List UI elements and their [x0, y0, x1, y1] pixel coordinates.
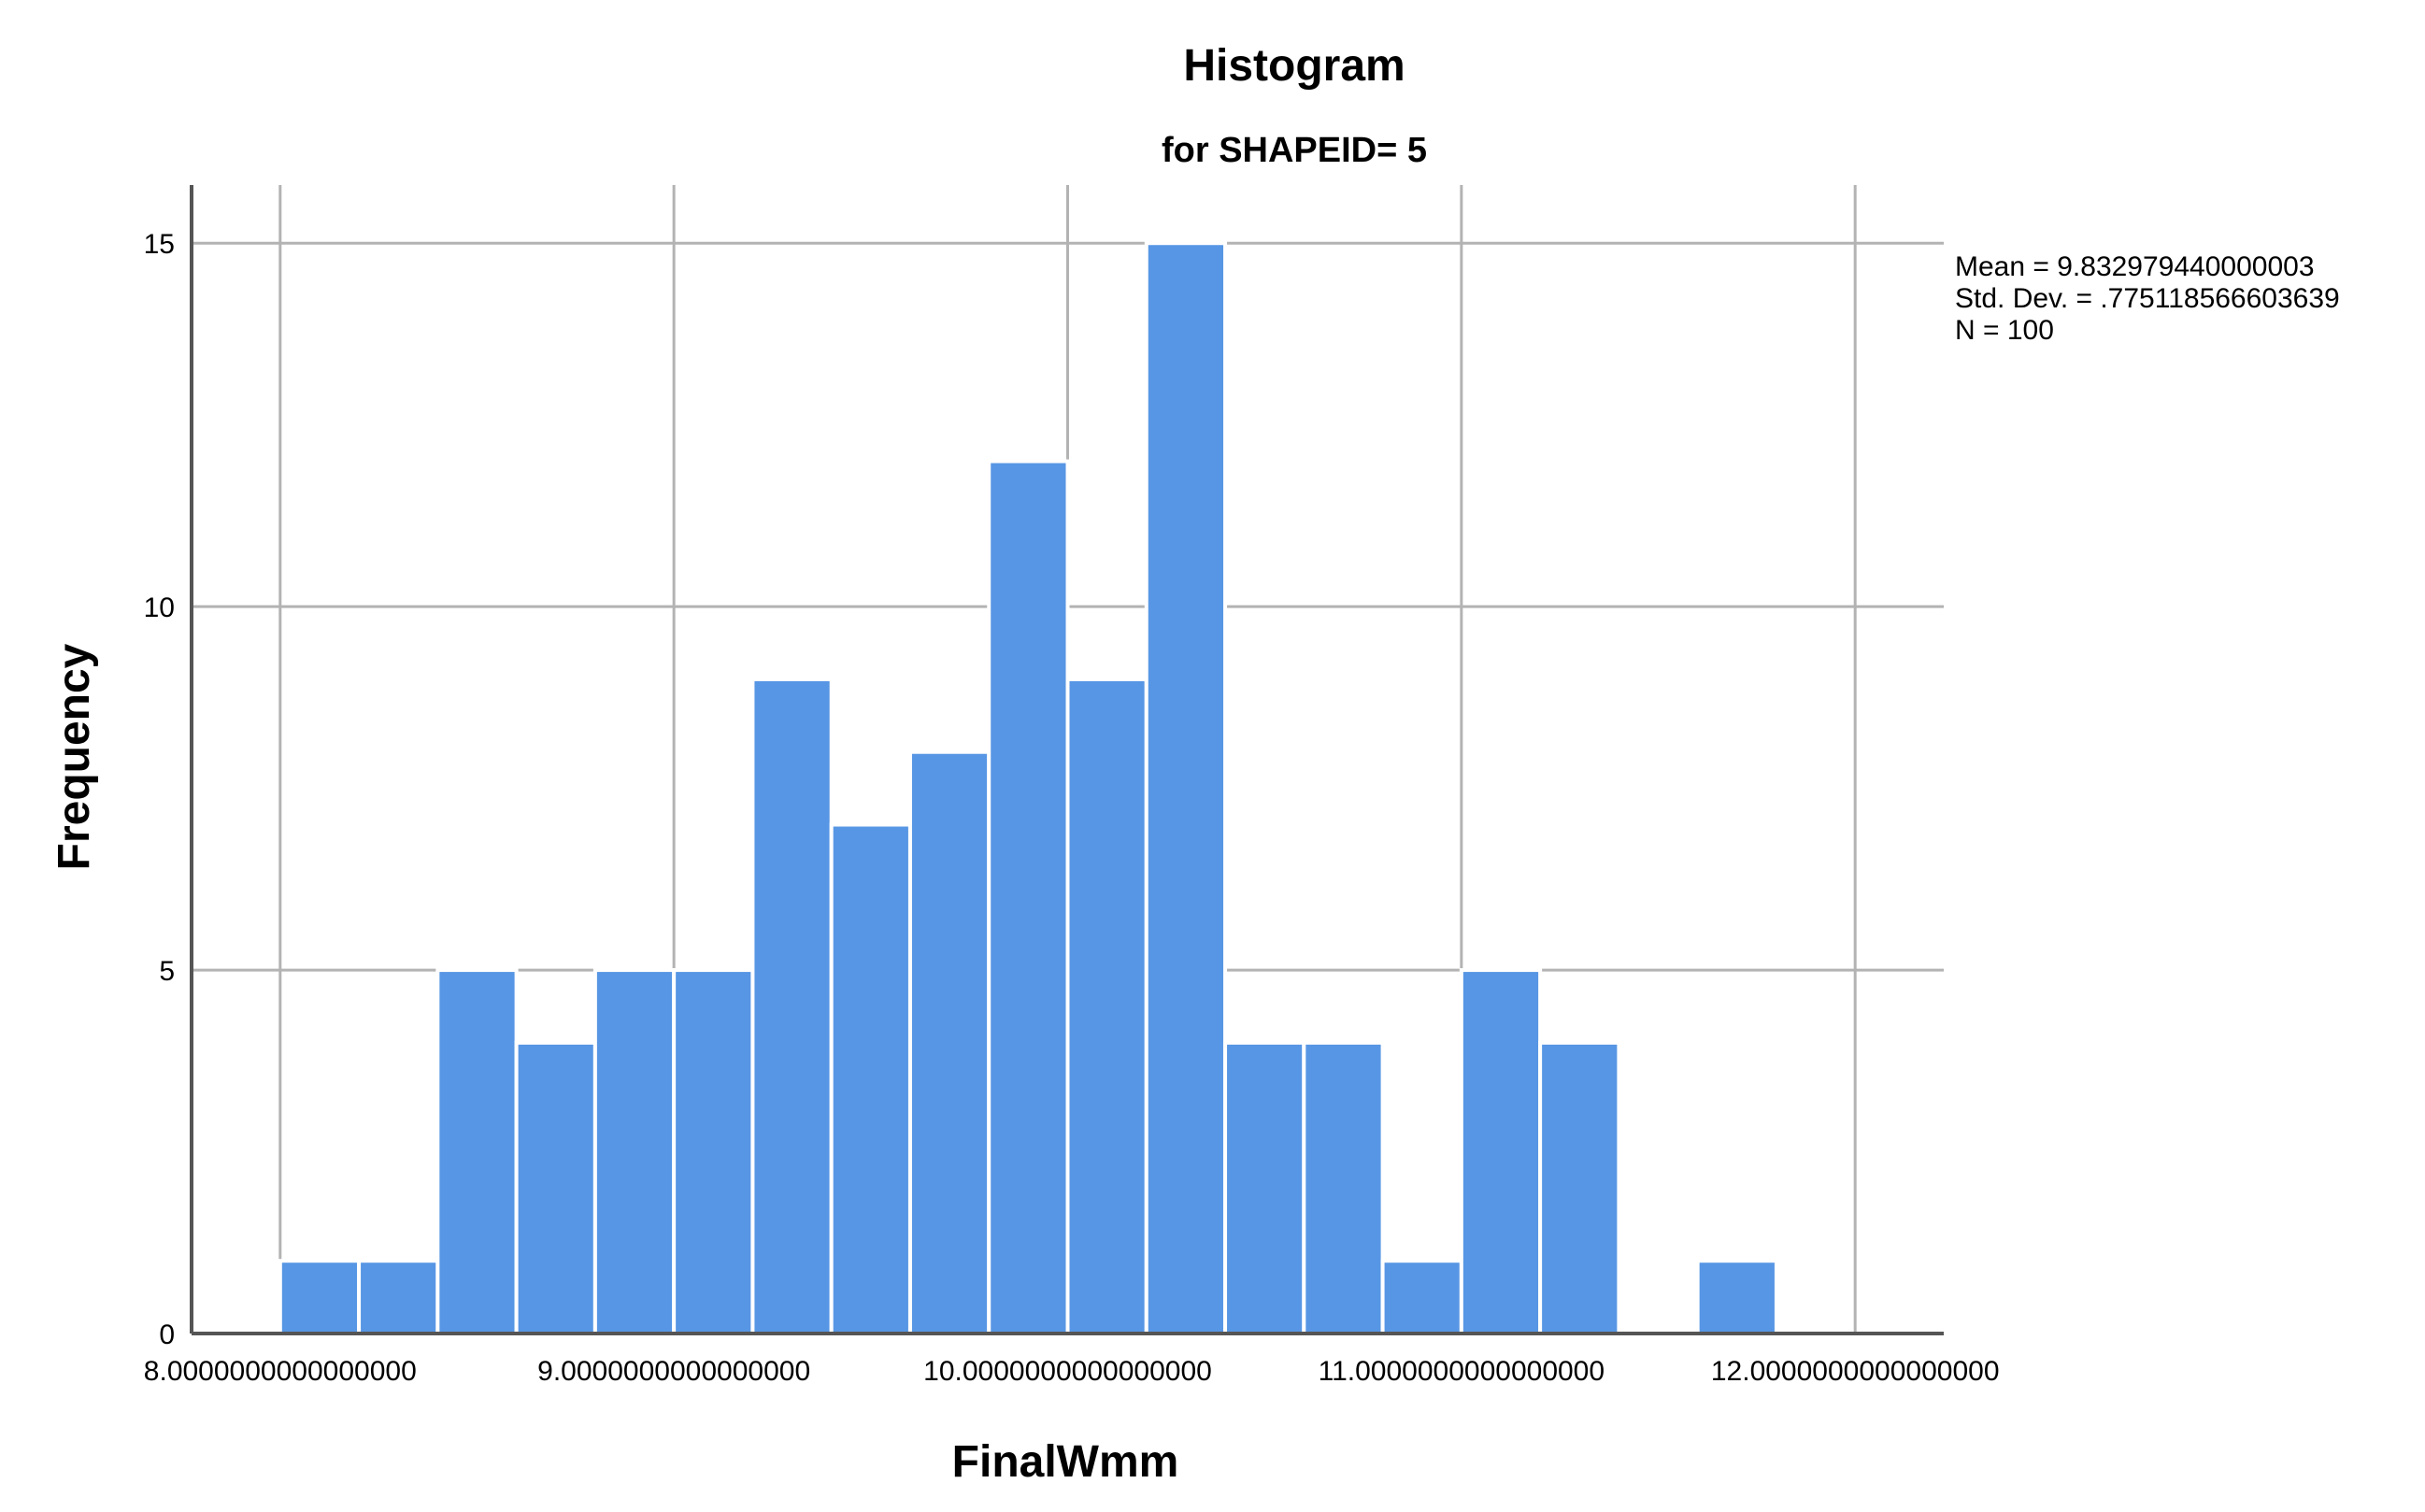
- histogram-bar-9: [987, 459, 1070, 1335]
- histogram-bar-2: [435, 968, 519, 1335]
- histogram-bar-6: [750, 677, 834, 1335]
- histogram-bar-3: [514, 1040, 597, 1335]
- histogram-bars: [278, 241, 1778, 1336]
- chart-title: Histogram: [1183, 41, 1405, 91]
- x-tick-label-1: 9.0000000000000000: [537, 1356, 810, 1387]
- histogram-bar-13: [1302, 1040, 1385, 1335]
- y-tick-label-0: 0: [159, 1319, 175, 1350]
- histogram-bar-8: [907, 749, 991, 1335]
- histogram-bar-15: [1459, 968, 1543, 1335]
- axes: [190, 185, 1944, 1335]
- histogram-bar-12: [1223, 1040, 1306, 1335]
- histogram-bar-7: [829, 822, 912, 1335]
- x-tick-label-0: 8.0000000000000000: [144, 1356, 417, 1387]
- stat-std-dev: Std. Dev. = .775118566603639: [1955, 283, 2340, 314]
- histogram-bar-5: [672, 968, 755, 1335]
- tick-labels: 0 5 10 15 8.0000000000000000 9.00000000000000…: [144, 229, 2000, 1387]
- x-tick-label-4: 12.0000000000000000: [1711, 1356, 2000, 1387]
- x-tick-label-2: 10.0000000000000000: [923, 1356, 1212, 1387]
- histogram-bar-10: [1065, 677, 1148, 1335]
- histogram-bar-16: [1538, 1040, 1621, 1335]
- y-axis-label: Frequency: [50, 643, 99, 870]
- y-tick-label-2: 10: [144, 592, 175, 623]
- x-axis-label: FinalWmm: [952, 1437, 1179, 1487]
- histogram-bar-11: [1144, 241, 1228, 1335]
- histogram-bar-14: [1380, 1259, 1463, 1336]
- histogram-bar-0: [278, 1259, 362, 1336]
- y-tick-label-3: 15: [144, 229, 175, 260]
- histogram-bar-1: [357, 1259, 440, 1336]
- histogram-bar-18: [1695, 1259, 1778, 1336]
- stats-legend: Mean = 9.832979440000003 Std. Dev. = .77…: [1955, 251, 2340, 346]
- stat-n: N = 100: [1955, 315, 2054, 346]
- chart-subtitle: for SHAPEID= 5: [1162, 131, 1427, 170]
- stat-mean: Mean = 9.832979440000003: [1955, 251, 2315, 282]
- y-tick-label-1: 5: [159, 956, 175, 987]
- x-tick-label-3: 11.0000000000000000: [1319, 1356, 1605, 1387]
- histogram-bar-4: [592, 968, 677, 1335]
